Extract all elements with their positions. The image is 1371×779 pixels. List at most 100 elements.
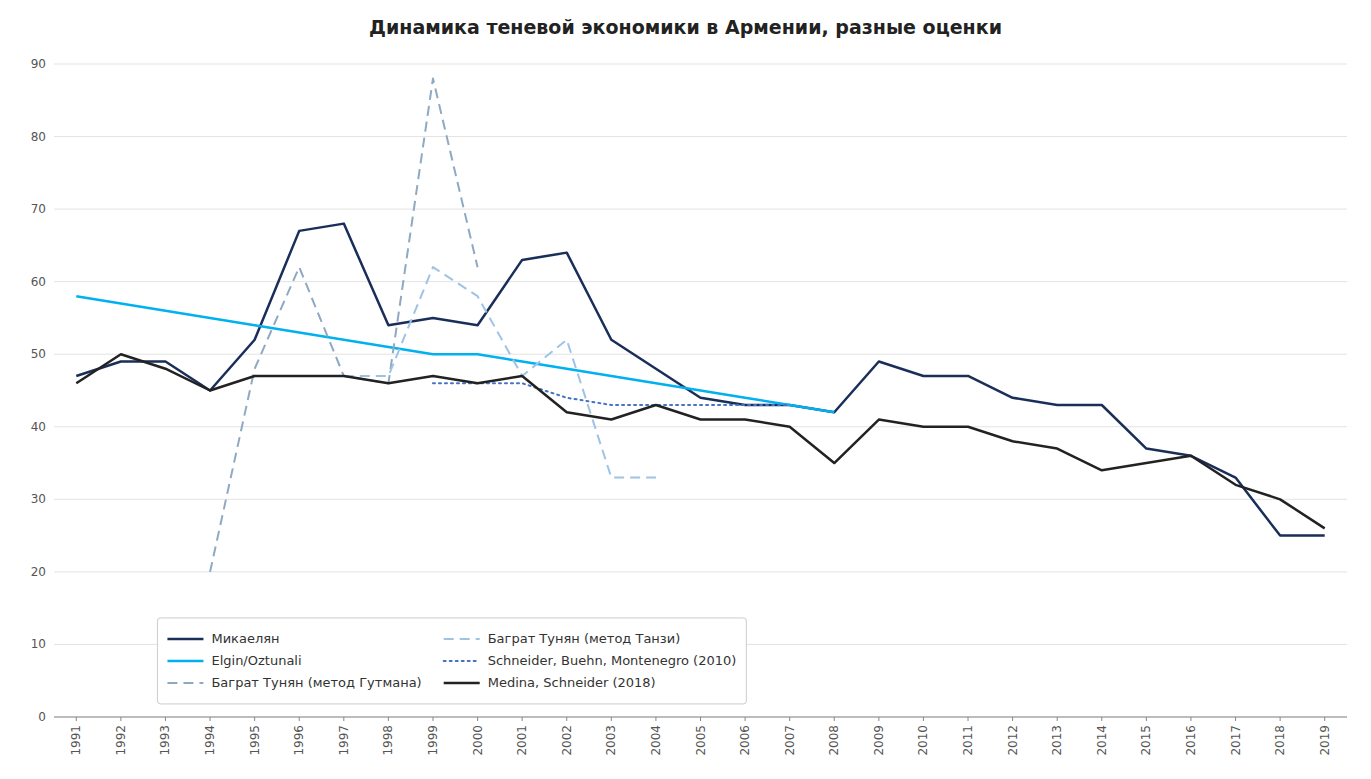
x-tick-label: 2003 [604,725,618,756]
x-tick-label: 1992 [114,725,128,756]
legend-swatch [167,660,203,663]
grid-line [54,281,1347,282]
legend-swatch [167,638,203,641]
x-tick-label: 2002 [560,725,574,756]
legend-item: Schneider, Buehn, Montenegro (2010) [444,653,737,668]
grid-line [54,209,1347,210]
x-tick [1057,717,1058,721]
series-line [210,79,478,572]
title: Динамика теневой экономики в Армении, ра… [369,16,1002,38]
x-tick [1012,717,1013,721]
x-tick [878,717,879,721]
grid-line [54,136,1347,137]
x-tick [165,717,166,721]
y-tick-label: 30 [31,492,46,506]
x-tick-label: 2008 [827,725,841,756]
x-tick [76,717,77,721]
legend-item: Микаелян [167,631,279,646]
x-tick [477,717,478,721]
x-axis: 1991 1992 1993 1994 1995 1996 1997 1998 1999 2000… [54,717,1347,756]
x-tick-label: 1993 [158,725,172,756]
grid-line [54,499,1347,500]
x-tick-label: 2010 [916,725,930,756]
x-tick [1280,717,1281,721]
x-tick-label: 2016 [1184,725,1198,756]
x-tick-label: 2018 [1273,725,1287,756]
legend-swatch [444,682,480,685]
y-tick-label: 50 [31,347,46,361]
x-tick [210,717,211,721]
x-tick [1146,717,1147,721]
x-tick-label: 2009 [872,725,886,756]
x-tick [1324,717,1325,721]
x-tick [1101,717,1102,721]
y-tick-label: 80 [31,130,46,144]
x-tick [566,717,567,721]
x-tick [968,717,969,721]
x-tick-label: 2015 [1139,725,1153,756]
legend-swatch [444,660,480,662]
x-tick-label: 2005 [694,725,708,756]
x-tick [655,717,656,721]
legend-item: Elgin/Oztunali [167,653,301,668]
x-tick [522,717,523,721]
legend-frame [157,618,746,704]
grid-line [54,426,1347,427]
x-tick [388,717,389,721]
x-tick-label: 1999 [426,725,440,756]
y-tick-label: 90 [31,57,46,71]
x-tick-label: 2019 [1318,725,1332,756]
legend-item: Баграт Тунян (метод Танзи) [444,631,681,646]
x-tick [299,717,300,721]
x-tick [789,717,790,721]
x-tick-label: 1998 [381,725,395,756]
x-tick-label: 2012 [1006,725,1020,756]
x-tick-label: 2014 [1095,725,1109,756]
chart-svg: Динамика теневой экономики в Армении, ра… [0,0,1371,779]
x-tick [343,717,344,721]
x-tick-label: 1996 [292,725,306,756]
x-tick [745,717,746,721]
grid-line [54,571,1347,572]
legend: Микаелян Elgin/Oztunali Баграт Тунян (мето… [157,618,746,704]
y-tick-label: 10 [31,637,46,651]
x-tick [834,717,835,721]
y-tick-label: 40 [31,420,46,434]
x-tick-label: 2004 [649,725,663,756]
x-tick-label: 2000 [471,725,485,756]
x-tick-label: 2006 [738,725,752,756]
series-line [344,267,656,477]
series-line [76,354,1324,528]
x-tick-label: 1997 [337,725,351,756]
legend-swatch [444,638,480,640]
series-line [76,224,1324,536]
series-line [76,296,834,412]
x-tick-label: 1991 [69,725,83,756]
x-tick [1190,717,1191,721]
x-tick [611,717,612,721]
x-tick [120,717,121,721]
legend-item: Баграт Тунян (метод Гутмана) [167,675,421,690]
x-tick-label: 2001 [515,725,529,756]
x-tick [923,717,924,721]
chart-container: Динамика теневой экономики в Армении, ра… [0,0,1371,779]
x-tick-label: 2011 [961,725,975,756]
y-tick-label: 70 [31,202,46,216]
legend-swatch [167,682,203,684]
y-tick-label: 0 [38,710,46,724]
x-tick-label: 2017 [1229,725,1243,756]
x-tick [254,717,255,721]
lines [76,79,1324,572]
legend-label: Medina, Schneider (2018) [488,675,656,690]
grid-line [54,354,1347,355]
legend-label: Баграт Тунян (метод Танзи) [488,631,681,646]
x-tick [1235,717,1236,721]
y-tick-label: 60 [31,275,46,289]
legend-label: Микаелян [211,631,279,646]
y-axis: 0102030405060708090 [31,57,1347,724]
x-tick-label: 1995 [248,725,262,756]
x-tick-label: 1994 [203,725,217,756]
legend-label: Баграт Тунян (метод Гутмана) [211,675,421,690]
grid-line [54,64,1347,65]
legend-label: Schneider, Buehn, Montenegro (2010) [488,653,737,668]
